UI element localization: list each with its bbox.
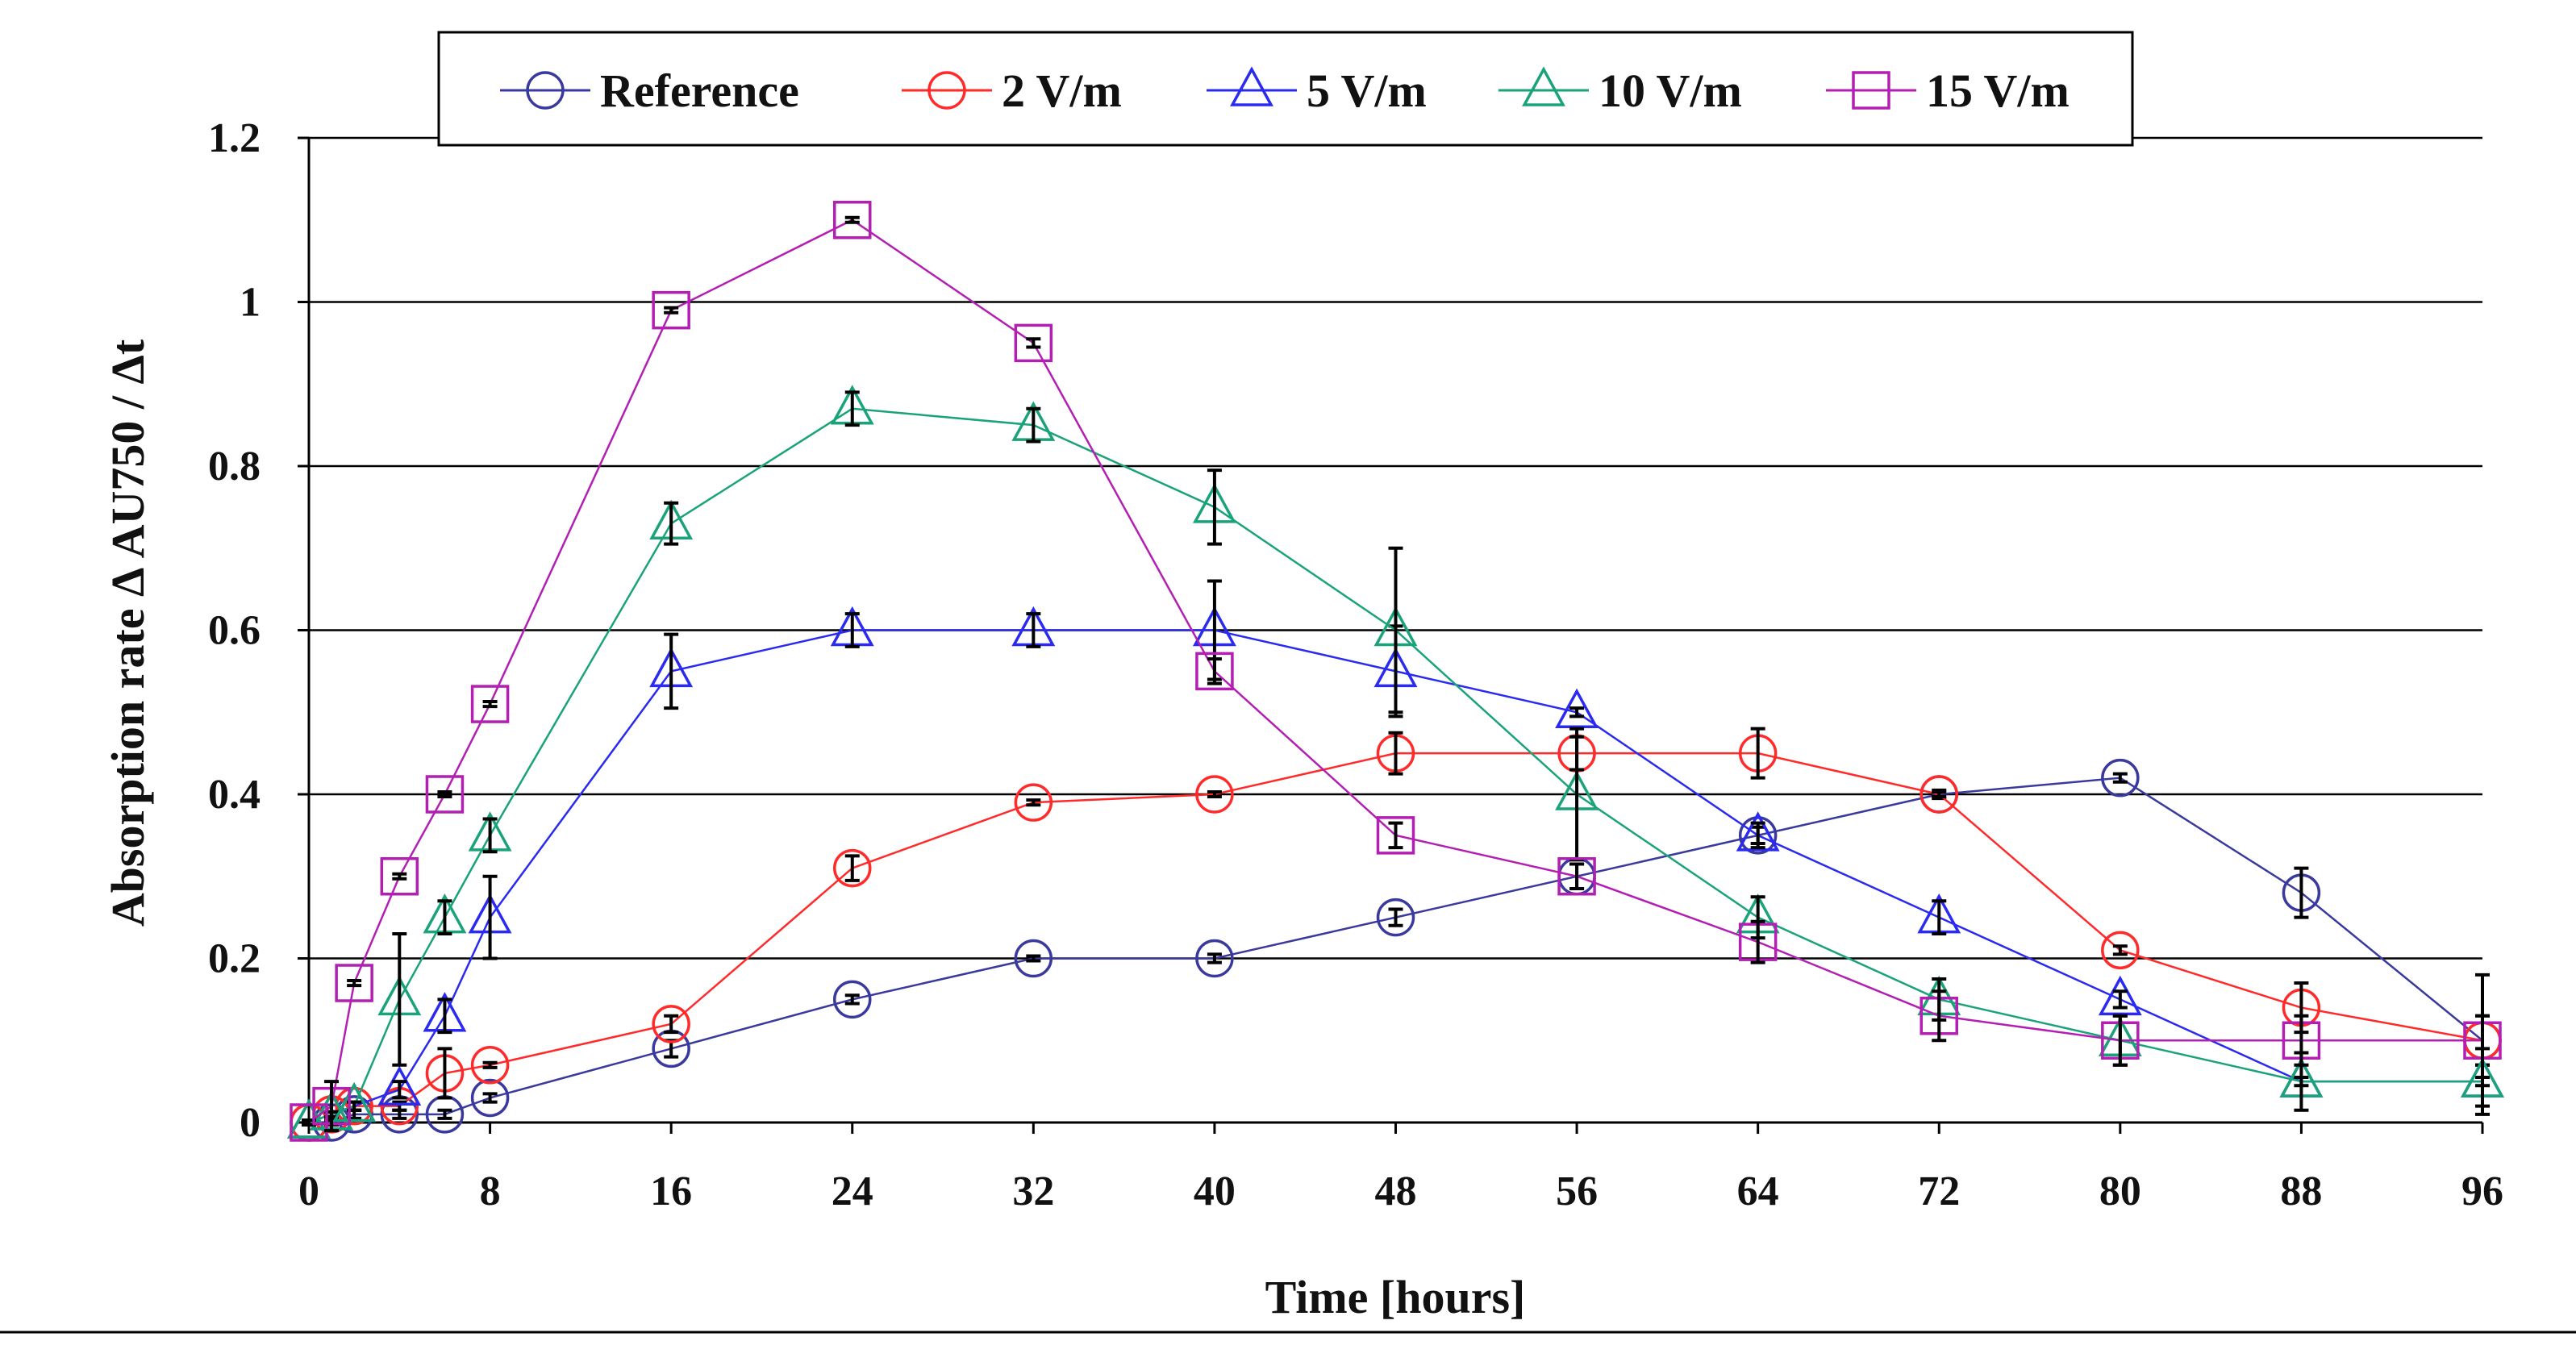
x-axis-title: Time [hours] <box>1265 1271 1526 1323</box>
x-tick-label: 64 <box>1737 1168 1779 1214</box>
x-tick-label: 80 <box>2099 1168 2141 1214</box>
legend-item-3: 10 V/m <box>1498 65 1742 117</box>
data-point <box>833 201 872 239</box>
data-point <box>1736 811 1780 852</box>
data-point <box>1195 652 1234 691</box>
legend-item-1: 2 V/m <box>902 65 1122 117</box>
data-point <box>1376 816 1415 855</box>
data-point <box>377 1065 422 1106</box>
legend-label: 10 V/m <box>1599 65 1742 117</box>
data-point <box>1919 775 1958 814</box>
legend-item-2: 5 V/m <box>1207 65 1427 117</box>
tick-labels: 0 0.2 0.4 0.6 0.8 1 1.2 0 8 16 24 32 40 48 56 64 72 80 88 9… <box>208 115 2503 1214</box>
x-tick-label: 88 <box>2280 1168 2322 1214</box>
data-point <box>652 1005 690 1043</box>
legend-label: 15 V/m <box>1926 65 2070 117</box>
data-point <box>425 775 465 814</box>
series-4 <box>290 201 2502 1142</box>
y-axis-title: Absorption rate Δ AU750 / Δt <box>102 339 154 927</box>
y-tick-label: 0.8 <box>208 444 261 489</box>
x-tick-label: 24 <box>832 1168 873 1214</box>
legend-box <box>437 31 2134 147</box>
data-point <box>2101 931 2140 970</box>
data-point <box>1014 939 1053 978</box>
legend-marker <box>1852 71 1890 110</box>
data-point <box>652 290 690 330</box>
x-tick-label: 0 <box>298 1168 319 1214</box>
data-point <box>335 1095 373 1134</box>
data-point <box>1738 816 1778 855</box>
legend-label: 2 V/m <box>1002 65 1122 117</box>
x-tick-label: 32 <box>1012 1168 1054 1214</box>
data-point <box>2098 975 2142 1016</box>
x-tick-label: 96 <box>2461 1168 2503 1214</box>
data-point <box>335 1086 373 1126</box>
data-point <box>1014 323 1053 363</box>
data-point <box>833 848 872 888</box>
y-tick-label: 0 <box>240 1100 261 1146</box>
x-tick-label: 8 <box>480 1168 501 1214</box>
data-point <box>1014 783 1053 822</box>
y-tick-label: 0.6 <box>208 608 261 654</box>
series-line <box>308 752 2483 1124</box>
series-group <box>287 201 2504 1142</box>
y-tick-label: 0.2 <box>208 936 261 982</box>
x-tick-label: 40 <box>1194 1168 1236 1214</box>
data-point <box>380 857 419 896</box>
data-point <box>1557 857 1596 896</box>
legend-marker <box>1522 66 1565 106</box>
legend-label: 5 V/m <box>1307 65 1427 117</box>
data-point <box>470 1078 510 1118</box>
data-point <box>2101 758 2140 798</box>
x-tick-label: 56 <box>1556 1168 1598 1214</box>
legend-marker <box>1230 66 1273 106</box>
data-point <box>1195 775 1234 814</box>
data-point <box>470 1046 510 1085</box>
x-tick-label: 48 <box>1375 1168 1417 1214</box>
data-point <box>470 685 510 723</box>
legend-item-0: Reference <box>500 65 799 117</box>
legend-marker <box>526 71 565 110</box>
y-tick-label: 1 <box>240 280 261 326</box>
data-point <box>335 964 373 1002</box>
x-tick-label: 16 <box>650 1168 692 1214</box>
data-point <box>1376 898 1415 937</box>
y-tick-label: 0.4 <box>208 772 261 818</box>
y-tick-label: 1.2 <box>208 115 261 161</box>
data-point <box>833 980 872 1019</box>
legend-item-4: 15 V/m <box>1826 65 2070 117</box>
data-point <box>1555 688 1599 728</box>
legend-label: Reference <box>600 65 799 117</box>
data-point <box>1195 939 1234 978</box>
legend-marker <box>927 71 966 110</box>
axes <box>298 136 2484 1134</box>
legend: Reference 2 V/m 5 V/m 10 V/m 15 V/m <box>437 31 2134 147</box>
x-tick-label: 72 <box>1918 1168 1960 1214</box>
data-point <box>332 1081 377 1123</box>
